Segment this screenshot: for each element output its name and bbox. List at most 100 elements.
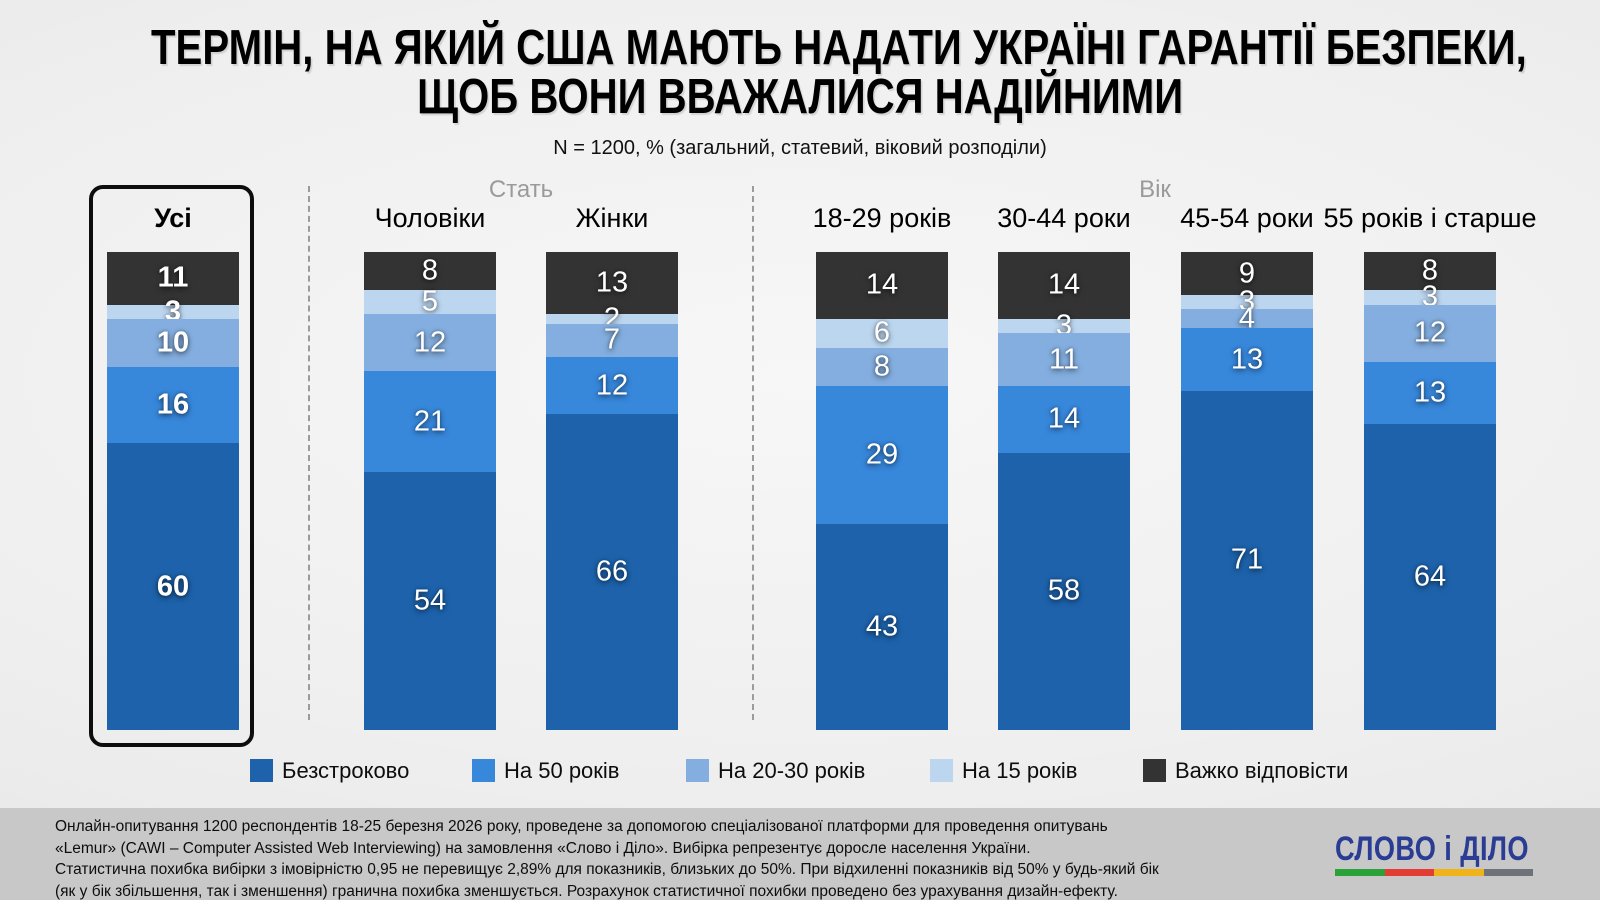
bar-segment: 12 [546,357,678,415]
bar-value-label: 60 [156,570,190,603]
legend-swatch [472,759,495,782]
bar-segment: 12 [364,314,496,372]
bar-segment: 16 [107,366,239,444]
bar-value-label: 11 [1048,343,1080,376]
bar-segment: 11 [998,333,1130,386]
bar-segment: 6 [816,316,948,349]
bar-segment: 3 [998,311,1130,340]
bar-column: 11 3 10 16 60 [107,252,239,730]
bar-segment: 11 [107,252,239,305]
bar-value-label: 14 [1047,402,1081,435]
page-title: ТЕРМІН, НА ЯКИЙ США МАЮТЬ НАДАТИ УКРАЇНІ… [0,24,1600,122]
bar-value-label: 4 [1238,302,1256,335]
note-line: (як у бік збільшення, так і зменшення) г… [55,882,1118,900]
bar-value-label: 14 [865,268,899,301]
bar-segment: 4 [1181,304,1313,333]
column-header: Жінки [575,203,649,233]
bar-value-label: 8 [421,254,439,287]
bar-segment: 58 [998,452,1130,730]
bar-value-label: 29 [865,438,899,471]
title-line-1: ТЕРМІН, НА ЯКИЙ США МАЮТЬ НАДАТИ УКРАЇНІ… [151,21,1527,75]
bar-segment: 14 [816,252,948,319]
logo-bar-segment [1434,869,1484,876]
footer-band: Онлайн-опитування 1200 респондентів 18-2… [0,808,1600,900]
bar-value-label: 11 [157,261,189,294]
legend-swatch [686,759,709,782]
column-header: Усі [154,203,192,233]
bar-value-label: 6 [873,316,891,349]
column-header: Чоловіки [374,203,486,233]
bar-value-label: 3 [1238,285,1256,318]
bar-segment: 13 [546,252,678,315]
bar-segment: 54 [364,471,496,730]
legend-swatch [1143,759,1166,782]
bar-value-label: 54 [413,584,447,617]
logo-bar-segment [1384,869,1434,876]
bar-segment: 8 [1364,252,1496,291]
column-header: 45-54 роки [1180,203,1314,233]
note-line: Статистична похибка вибірки з імовірніст… [55,861,1159,878]
legend-item: Важко відповісти [1143,758,1348,783]
group-divider-2 [752,186,754,720]
bar-column: 14 6 8 29 43 [816,252,948,730]
legend-item: На 15 років [930,758,1078,783]
bar-segment: 3 [107,297,239,326]
title-line-2: ЩОБ ВОНИ ВВАЖАЛИСЯ НАДІЙНИМИ [416,70,1184,124]
bar-column: 13 2 7 12 66 [546,252,678,730]
legend-label: На 15 років [962,757,1078,783]
bar-segment: 29 [816,385,948,525]
bar-segment: 21 [364,371,496,472]
bar-segment: 9 [1181,252,1313,296]
bar-segment: 8 [816,347,948,386]
bar-segment: 3 [1181,287,1313,316]
group-label-gender: Стать [488,176,554,203]
highlight-frame-all [89,185,254,747]
note-line: Онлайн-опитування 1200 респондентів 18-2… [55,818,1108,835]
bar-value-label: 13 [1413,376,1447,409]
bar-segment: 3 [1364,282,1496,311]
bar-value-label: 9 [1238,257,1256,289]
bar-value-label: 8 [1421,254,1439,287]
legend-item: На 20-30 років [686,758,865,783]
bar-value-label: 3 [1421,280,1439,313]
bar-column: 8 5 12 21 54 [364,252,496,730]
column-header: 55 років і старше [1323,203,1537,233]
bar-value-label: 71 [1230,543,1264,576]
bar-segment: 14 [998,385,1130,453]
bar-segment: 13 [1364,361,1496,425]
bar-segment: 71 [1181,390,1313,730]
bar-value-label: 16 [156,388,190,421]
column-header: 18-29 років [812,203,952,233]
bar-value-label: 7 [603,323,621,356]
logo-wordmark: СЛОВО і ДІЛО [1335,830,1529,868]
legend-swatch [930,759,953,782]
bar-value-label: 8 [873,350,891,383]
bar-value-label: 3 [164,295,182,328]
bar-value-label: 12 [413,326,447,359]
column-header: 30-44 роки [997,203,1131,233]
bar-column: 14 3 11 14 58 [998,252,1130,730]
legend-label: На 50 років [504,757,620,783]
bar-column: 9 3 4 13 71 [1181,252,1313,730]
chart-subtitle: N = 1200, % (загальний, статевий, вікови… [553,137,1047,159]
legend-label: Важко відповісти [1175,757,1349,783]
bar-segment: 12 [1364,304,1496,362]
bar-value-label: 58 [1047,574,1081,607]
bar-segment: 5 [364,287,496,316]
logo-bar-segment [1335,869,1385,876]
bar-value-label: 3 [1055,309,1073,342]
bar-segment: 8 [364,252,496,291]
bar-segment: 2 [546,304,678,333]
bar-value-label: 66 [595,555,629,588]
note-line: «Lemur» (CAWI – Computer Assisted Web In… [55,839,1031,857]
bar-segment: 43 [816,524,948,730]
bar-segment: 14 [998,252,1130,319]
bar-value-label: 12 [595,369,629,402]
bar-value-label: 64 [1413,560,1447,593]
bar-column: 8 3 12 13 64 [1364,252,1496,730]
legend-label: Безстроково [282,757,410,783]
bar-value-label: 21 [413,405,447,438]
bar-segment: 66 [546,414,678,730]
bar-value-label: 43 [865,610,899,643]
